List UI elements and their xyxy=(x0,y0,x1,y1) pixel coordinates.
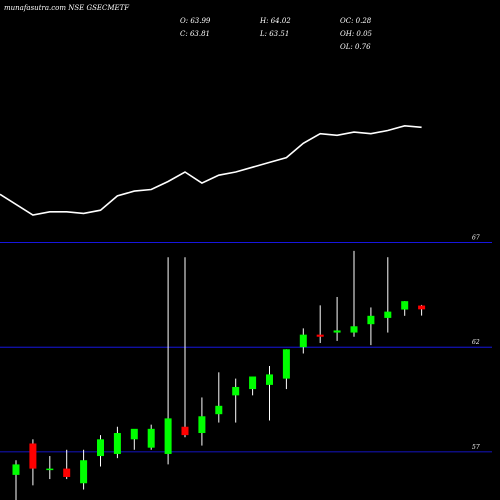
candle xyxy=(367,307,375,346)
candle-body-up xyxy=(147,428,155,448)
open-readout: O: 63.99 xyxy=(180,17,211,25)
candle xyxy=(181,257,189,438)
chart-title: munafasutra.com NSE GSECMETF xyxy=(4,4,130,12)
y-tick-label: 62 xyxy=(472,339,480,346)
candle-body-up xyxy=(80,460,88,484)
candle xyxy=(299,328,307,354)
candle xyxy=(29,439,37,486)
candle-body-up xyxy=(249,376,257,390)
y-tick-label: 57 xyxy=(472,444,480,451)
candle xyxy=(198,397,206,446)
y-axis-ticks: 57 62 67 xyxy=(472,235,480,451)
candle-body-up xyxy=(113,433,121,454)
candle-body-up xyxy=(12,464,20,475)
low-readout: L: 63.51 xyxy=(259,30,289,38)
candle-body-up xyxy=(350,326,358,333)
candle-body-up xyxy=(282,349,290,379)
candle xyxy=(316,305,324,344)
candle-body-up xyxy=(384,311,392,318)
candle-body-up xyxy=(333,330,341,333)
high-readout: H: 64.02 xyxy=(259,17,291,25)
candle-body-down xyxy=(63,468,71,477)
candle xyxy=(12,460,20,500)
candle xyxy=(249,376,257,396)
candle xyxy=(350,250,358,337)
oh-readout: OH: 0.05 xyxy=(340,30,373,38)
candle xyxy=(130,428,138,450)
candle xyxy=(164,257,172,465)
ohlc-readout: O: 63.99 H: 64.02 OC: 0.28 C: 63.81 L: 6… xyxy=(180,17,373,51)
candle xyxy=(384,257,392,333)
candle-body-up xyxy=(401,301,409,310)
candle xyxy=(63,449,71,480)
candle-body-up xyxy=(367,315,375,325)
candle xyxy=(97,435,104,467)
candle xyxy=(80,449,88,490)
candle-body-down xyxy=(29,443,37,469)
grid-lines xyxy=(0,242,492,453)
candle-body-up xyxy=(130,428,138,440)
ol-readout: OL: 0.76 xyxy=(340,43,371,51)
candle xyxy=(401,301,409,316)
candle-body-down xyxy=(181,426,189,436)
oc-readout: OC: 0.28 xyxy=(340,17,372,25)
candlesticks xyxy=(12,250,426,500)
candle xyxy=(232,378,240,423)
candle-body-up xyxy=(232,386,240,396)
candle xyxy=(333,296,341,341)
candle-body-down xyxy=(418,305,426,310)
price-line xyxy=(0,124,422,216)
line-series xyxy=(0,124,422,216)
candle xyxy=(46,456,54,480)
candle xyxy=(215,372,223,423)
close-readout: C: 63.81 xyxy=(180,30,210,38)
candle xyxy=(282,349,290,390)
y-tick-label: 67 xyxy=(472,235,480,242)
candle-body-up xyxy=(164,418,172,454)
candle-body-up xyxy=(215,405,223,415)
candle xyxy=(147,424,155,450)
candle-body-up xyxy=(266,374,273,385)
candle-body-down xyxy=(316,334,324,337)
candle-body-up xyxy=(198,416,206,434)
candle xyxy=(266,366,273,421)
candle xyxy=(418,304,426,316)
candle-body-up xyxy=(299,334,307,348)
candle-body-up xyxy=(97,439,104,457)
candle-body-up xyxy=(46,468,54,471)
candle xyxy=(113,426,121,459)
